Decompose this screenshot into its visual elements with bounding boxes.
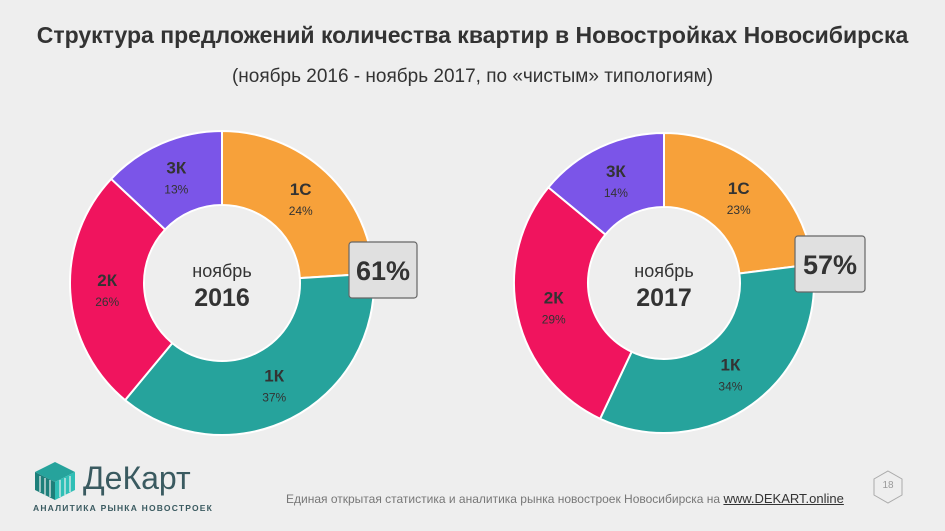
slice-value-1-1: 24% bbox=[289, 204, 313, 218]
chart-subtitle: (ноябрь 2016 - ноябрь 2017, по «чистым» … bbox=[231, 66, 714, 87]
slice-2-4 bbox=[547, 131, 665, 236]
slice-2-3 bbox=[513, 185, 633, 421]
slice-value-1-4: 13% bbox=[164, 182, 188, 196]
page-number: 18 bbox=[882, 480, 894, 491]
slice-label-1-4: 3К bbox=[166, 158, 186, 177]
center-year-2: 2017 bbox=[636, 284, 692, 312]
footer-link[interactable]: www.DEKART.online bbox=[723, 491, 844, 506]
donut-chart-2: 1С 23% 1К 34% 2К 29% 3К 14% ноябрь 2017 57% bbox=[513, 131, 866, 434]
callout-value-2: 57% bbox=[803, 250, 857, 280]
callout-value-1: 61% bbox=[356, 256, 410, 286]
slice-value-2-1: 23% bbox=[727, 203, 751, 217]
slice-label-2-3: 2К bbox=[544, 289, 564, 308]
slice-2-2 bbox=[598, 263, 815, 434]
chart-title: Структура предложений количества квартир… bbox=[36, 22, 909, 48]
donut-chart-1: 1С 24% 1К 37% 2К 26% 3К 13% ноябрь 2016 61% bbox=[69, 129, 418, 436]
footer: Единая открытая статистика и аналитика р… bbox=[286, 491, 844, 506]
donut-hole-1 bbox=[145, 206, 299, 360]
center-label-2: ноябрь bbox=[634, 261, 693, 281]
page-number-badge: 18 bbox=[871, 470, 905, 504]
logo-tagline: АНАЛИТИКА РЫНКА НОВОСТРОЕК bbox=[33, 503, 214, 513]
slice-label-1-2: 1К bbox=[264, 366, 284, 385]
slice-label-2-4: 3К bbox=[606, 162, 626, 181]
slice-label-1-3: 2К bbox=[97, 271, 117, 290]
slice-label-2-1: 1С bbox=[728, 179, 750, 198]
center-label-1: ноябрь bbox=[192, 261, 251, 281]
callout-box-1 bbox=[348, 241, 418, 299]
slice-1-4 bbox=[109, 129, 223, 232]
slice-1-3 bbox=[69, 177, 174, 402]
slice-label-1-1: 1С bbox=[290, 180, 312, 199]
slice-value-2-2: 34% bbox=[718, 379, 742, 393]
slice-label-2-2: 1К bbox=[720, 355, 740, 374]
slice-value-1-3: 26% bbox=[95, 295, 119, 309]
donut-hole-2 bbox=[589, 208, 739, 358]
slice-1-2 bbox=[123, 272, 375, 436]
logo-mark-icon bbox=[35, 462, 75, 500]
slice-value-2-3: 29% bbox=[542, 313, 566, 327]
slice-value-1-2: 37% bbox=[262, 390, 286, 404]
callout-box-2 bbox=[794, 235, 866, 293]
center-year-1: 2016 bbox=[194, 284, 250, 312]
logo: ДеКарт АНАЛИТИКА РЫНКА НОВОСТРОЕК bbox=[33, 458, 233, 518]
logo-name: ДеКарт bbox=[83, 460, 191, 496]
slice-value-2-4: 14% bbox=[604, 186, 628, 200]
footer-text: Единая открытая статистика и аналитика р… bbox=[286, 492, 721, 506]
